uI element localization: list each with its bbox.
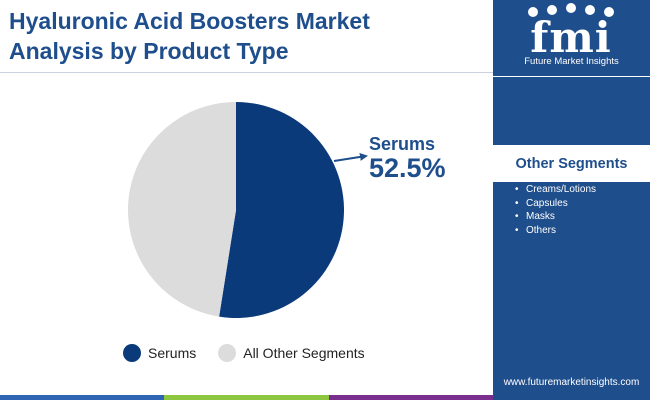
header-divider [0,72,493,73]
callout-arrow [333,152,368,162]
logo-icons [528,3,614,17]
segment-item: Creams/Lotions [515,183,596,197]
segment-item: Capsules [515,197,596,211]
brand-logo: fmi Future Market Insights [493,0,650,76]
title-line-2: Analysis by Product Type [9,38,289,64]
pie-slice-all-other-segments [127,102,236,317]
other-segments-heading: Other Segments [493,145,650,182]
callout-series-name: Serums [369,134,436,154]
bottom-bar-blue [0,395,165,400]
panel-divider [493,76,650,77]
other-segments-list: Creams/Lotions Capsules Masks Others [515,183,596,237]
website-link[interactable]: www.futuremarketinsights.com [503,377,640,388]
segment-item: Others [515,224,596,238]
pie-slice-serums [219,102,344,318]
logo-wordmark: fmi [530,13,611,60]
title-line-1: Hyaluronic Acid Boosters Market [9,8,370,34]
segment-item: Masks [515,210,596,224]
fmi-logo-mark: fmi [528,3,614,62]
bottom-bar-green [164,395,329,400]
legend-label-serums: Serums [148,345,197,361]
bottom-color-bar [0,395,493,400]
pie-slices [127,102,344,318]
bottom-bar-purple [328,395,493,400]
legend-label-other-segments: All Other Segments [243,345,365,361]
legend-swatch-serums [123,344,141,362]
legend-swatch-other-segments [218,344,237,362]
legend-item-serums: Serums [123,344,196,362]
side-panel: fmi Future Market Insights Other Segment… [493,0,650,400]
callout-series-value: 52.5% [369,153,446,183]
chart-title: Hyaluronic Acid Boosters Market Analysis… [9,6,479,66]
pie-chart [127,102,368,318]
logo-caption: Future Market Insights [524,56,619,67]
legend-item-other-segments: All Other Segments [218,344,365,362]
chart-legend: Serums All Other Segments [123,342,387,364]
